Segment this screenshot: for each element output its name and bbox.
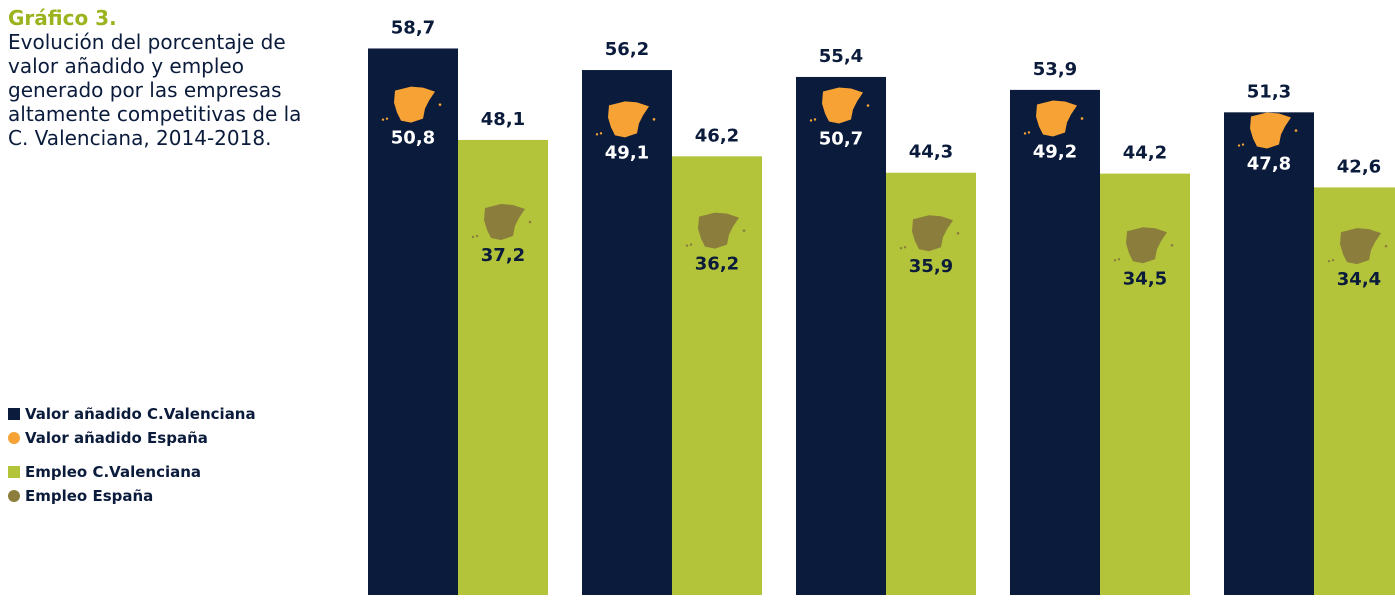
legend-swatch bbox=[8, 432, 20, 444]
map-icon bbox=[484, 204, 525, 240]
map-island bbox=[1294, 129, 1298, 132]
value-label: 42,6 bbox=[1337, 156, 1381, 177]
legend-label: Valor añadido C.Valenciana bbox=[25, 405, 256, 423]
map-island bbox=[1117, 258, 1121, 261]
value-label: 55,4 bbox=[819, 46, 863, 67]
legend-item: Valor añadido España bbox=[8, 426, 256, 450]
bar bbox=[1224, 112, 1314, 596]
legend-swatch bbox=[8, 466, 20, 478]
map-island bbox=[528, 220, 532, 224]
map-island bbox=[899, 247, 903, 250]
value-label: 56,2 bbox=[605, 39, 649, 60]
legend-label: Valor añadido España bbox=[25, 429, 208, 447]
map-island bbox=[475, 234, 479, 238]
map-marker bbox=[899, 215, 960, 252]
map-marker bbox=[809, 87, 870, 124]
map-icon bbox=[1340, 228, 1381, 265]
map-marker bbox=[1113, 227, 1174, 264]
map-island bbox=[903, 246, 907, 249]
map-island bbox=[1023, 132, 1027, 135]
value-label: 49,2 bbox=[1033, 141, 1077, 162]
value-label: 34,5 bbox=[1123, 268, 1167, 289]
value-label: 44,2 bbox=[1123, 143, 1167, 164]
legend-swatch bbox=[8, 490, 20, 502]
map-icon bbox=[1036, 100, 1077, 137]
legend: Valor añadido C.Valenciana Valor añadido … bbox=[8, 402, 256, 508]
value-label: 50,7 bbox=[819, 129, 863, 150]
value-label: 46,2 bbox=[695, 125, 739, 146]
bar bbox=[368, 48, 458, 595]
bar bbox=[796, 76, 886, 596]
map-icon bbox=[394, 86, 435, 123]
map-island bbox=[689, 243, 693, 246]
map-marker bbox=[595, 101, 656, 138]
value-label: 34,4 bbox=[1337, 269, 1381, 290]
map-island bbox=[1241, 143, 1245, 146]
map-icon bbox=[698, 212, 739, 249]
value-label: 35,9 bbox=[909, 256, 953, 277]
value-label: 53,9 bbox=[1033, 59, 1077, 80]
legend-item: Empleo España bbox=[8, 484, 256, 508]
value-label: 47,8 bbox=[1247, 154, 1291, 175]
map-island bbox=[1170, 243, 1174, 247]
map-island bbox=[599, 132, 603, 135]
map-island bbox=[866, 104, 870, 107]
bar bbox=[582, 70, 672, 595]
value-label: 36,2 bbox=[695, 254, 739, 275]
legend-item: Valor añadido C.Valenciana bbox=[8, 402, 256, 426]
map-icon bbox=[1126, 227, 1167, 264]
legend-label: Empleo C.Valenciana bbox=[25, 463, 202, 481]
chart-title: Gráfico 3. bbox=[8, 6, 117, 30]
bar bbox=[1010, 89, 1100, 595]
map-island bbox=[385, 117, 389, 120]
map-icon bbox=[912, 215, 953, 252]
legend-item: Empleo C.Valenciana bbox=[8, 460, 256, 484]
map-island bbox=[1384, 244, 1388, 248]
map-marker bbox=[471, 204, 532, 240]
value-label: 51,3 bbox=[1247, 81, 1291, 102]
map-island bbox=[742, 229, 746, 232]
map-island bbox=[1027, 131, 1031, 134]
map-marker bbox=[685, 212, 746, 249]
map-marker bbox=[1327, 228, 1388, 265]
value-label: 44,3 bbox=[909, 142, 953, 163]
map-icon bbox=[822, 87, 863, 124]
map-island bbox=[1113, 259, 1117, 262]
map-island bbox=[1237, 144, 1241, 147]
map-island bbox=[956, 231, 960, 235]
map-island bbox=[595, 133, 599, 136]
map-marker bbox=[381, 86, 442, 123]
map-marker bbox=[1237, 112, 1298, 149]
value-label: 37,2 bbox=[481, 245, 525, 266]
legend-swatch bbox=[8, 408, 20, 420]
map-island bbox=[809, 119, 813, 122]
map-icon bbox=[608, 101, 649, 138]
caption: Gráfico 3. Evolución del porcentaje de v… bbox=[8, 6, 318, 150]
chart-subtitle: Evolución del porcentaje de valor añadid… bbox=[8, 30, 302, 150]
map-island bbox=[471, 235, 475, 239]
value-label: 48,1 bbox=[481, 109, 525, 130]
map-island bbox=[381, 118, 385, 121]
map-island bbox=[813, 118, 817, 121]
map-icon bbox=[1250, 112, 1291, 149]
value-label: 50,8 bbox=[391, 128, 435, 149]
map-island bbox=[1331, 258, 1335, 262]
map-island bbox=[1080, 117, 1084, 120]
legend-label: Empleo España bbox=[25, 487, 154, 505]
map-island bbox=[1327, 259, 1331, 263]
map-island bbox=[685, 244, 689, 247]
map-island bbox=[652, 118, 656, 121]
value-label: 58,7 bbox=[391, 17, 435, 38]
value-label: 49,1 bbox=[605, 142, 649, 163]
map-island bbox=[438, 103, 442, 106]
map-marker bbox=[1023, 100, 1084, 137]
